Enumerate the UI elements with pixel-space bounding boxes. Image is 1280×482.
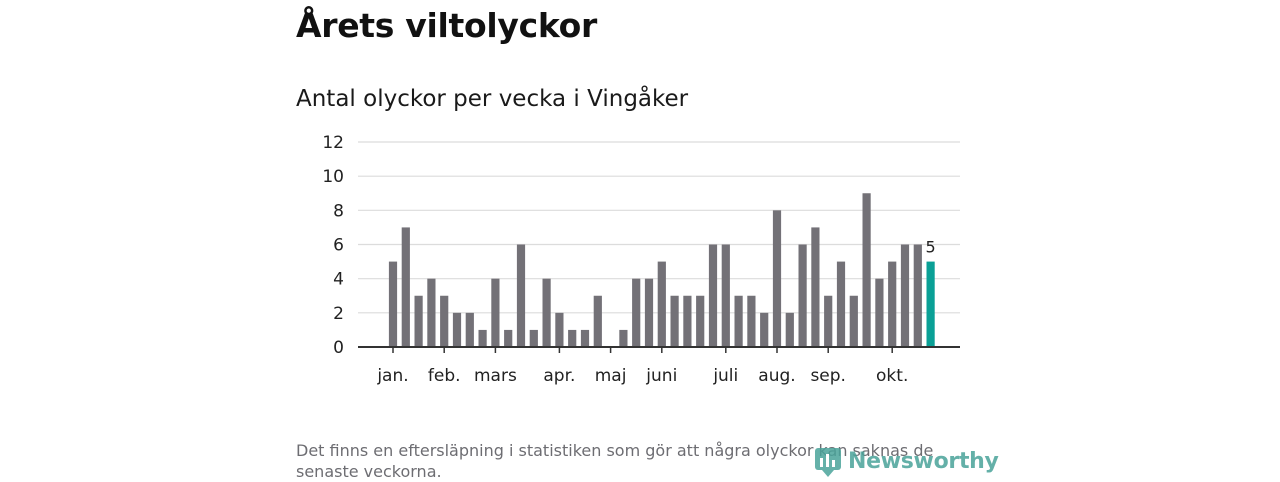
- bar: [619, 329, 628, 347]
- x-tick-label: feb.: [428, 366, 461, 386]
- bar: [900, 244, 910, 347]
- bar-highlight: [926, 261, 935, 347]
- bar: [580, 329, 590, 347]
- bar: [542, 278, 551, 347]
- bar: [747, 295, 756, 347]
- x-tick-label: mars: [474, 366, 517, 386]
- bar: [388, 261, 398, 347]
- newsworthy-logo-icon: [815, 448, 841, 477]
- bar: [798, 244, 807, 347]
- bar: [734, 295, 743, 347]
- x-tick-label: juni: [645, 366, 677, 386]
- x-tick-label: apr.: [543, 366, 575, 386]
- chart-card: Årets viltolyckor Antal olyckor per veck…: [296, 0, 999, 481]
- page-title: Årets viltolyckor: [296, 6, 597, 45]
- bar: [772, 210, 782, 347]
- bar: [888, 261, 897, 347]
- x-tick-label: sep.: [810, 366, 846, 386]
- bar: [401, 227, 410, 347]
- x-tick-label: aug.: [758, 366, 795, 386]
- bar: [491, 278, 500, 347]
- bar: [670, 295, 679, 347]
- bar: [632, 278, 641, 347]
- y-tick-label: 0: [333, 338, 344, 358]
- last-value-label: 5: [926, 238, 936, 257]
- bar: [504, 329, 513, 347]
- bar: [516, 244, 526, 347]
- bar: [555, 312, 564, 347]
- bar: [452, 312, 462, 347]
- y-tick-label: 4: [333, 270, 344, 290]
- bar: [913, 244, 922, 347]
- bar: [811, 227, 820, 347]
- bar: [683, 295, 692, 347]
- chart-subtitle: Antal olyckor per vecka i Vingåker: [296, 86, 689, 112]
- bar: [657, 261, 666, 347]
- bar: [427, 278, 436, 347]
- y-tick-label: 6: [333, 236, 344, 256]
- bar: [644, 278, 654, 347]
- bar: [862, 193, 871, 347]
- bar: [836, 261, 846, 347]
- bar: [824, 295, 833, 347]
- bar: [760, 312, 769, 347]
- bar: [414, 295, 423, 347]
- bar: [785, 312, 794, 347]
- bar-chart: 0 2 4 6 8 10 12 5 jan. feb. mars apr. maj juni juli aug…: [322, 133, 960, 386]
- bar: [568, 329, 577, 347]
- y-tick-label: 8: [333, 201, 344, 221]
- bar: [593, 295, 602, 347]
- bar: [849, 295, 858, 347]
- x-tick-label: jan.: [376, 366, 408, 386]
- y-tick-label: 2: [333, 304, 344, 324]
- x-tick-label: juli: [712, 366, 738, 386]
- x-tick-label: maj: [595, 366, 627, 386]
- footnote: Det finns en eftersläpning i statistiken…: [296, 441, 934, 481]
- logo-text: Newsworthy: [848, 448, 999, 474]
- x-tick-label: okt.: [876, 366, 908, 386]
- bar: [478, 329, 487, 347]
- bar: [440, 295, 449, 347]
- bar: [465, 312, 474, 347]
- y-tick-label: 12: [322, 133, 344, 153]
- bar: [721, 244, 730, 347]
- newsworthy-logo: Newsworthy: [814, 444, 999, 478]
- y-tick-label: 10: [322, 167, 344, 187]
- bar: [875, 278, 884, 347]
- bar: [696, 295, 705, 347]
- bar: [708, 244, 718, 347]
- bar: [529, 329, 538, 347]
